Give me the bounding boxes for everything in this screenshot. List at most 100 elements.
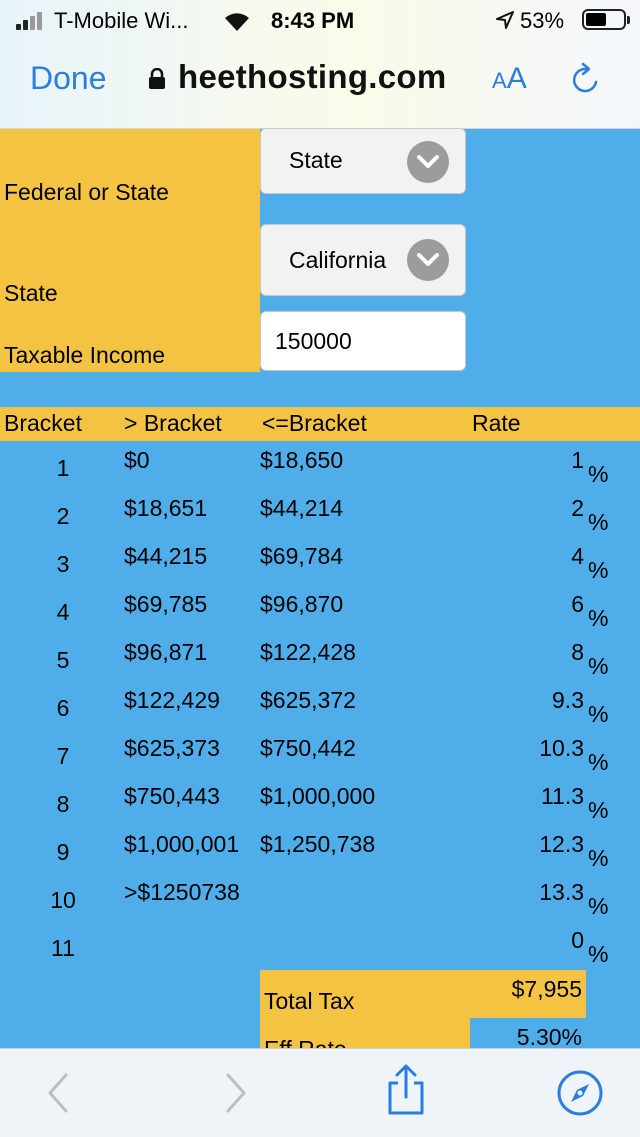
- cell-rate: 4: [571, 543, 584, 569]
- state-value: California: [289, 247, 387, 273]
- battery-icon: [582, 9, 626, 30]
- cell-lower: $96,871: [124, 639, 208, 665]
- status-bar: T-Mobile Wi... 8:43 PM 53%: [0, 0, 640, 40]
- cell-bracket: 2: [56, 503, 70, 529]
- col-bracket: Bracket: [4, 410, 82, 436]
- taxable-income-label: Taxable Income: [4, 342, 166, 368]
- cell-bracket: 4: [56, 599, 70, 625]
- carrier-name: T-Mobile Wi...: [54, 8, 189, 33]
- cell-upper: $1,000,000: [260, 783, 376, 809]
- eff-rate-cell: 5.30%: [470, 1018, 586, 1048]
- cell-lower: $18,651: [124, 495, 208, 521]
- table-row: 1 $0 $18,650 1%: [0, 441, 640, 489]
- eff-rate-value: 5.30%: [516, 1024, 582, 1048]
- cell-lower: $122,429: [124, 687, 220, 713]
- table-row: 5 $96,871 $122,428 8%: [0, 633, 640, 681]
- percent-sign: %: [588, 557, 609, 583]
- done-button[interactable]: Done: [30, 60, 107, 96]
- cell-upper: $625,372: [260, 687, 356, 713]
- address-bar-url[interactable]: heethosting.com: [178, 58, 447, 95]
- chevron-down-icon: [407, 239, 449, 281]
- cell-rate: 12.3: [539, 831, 584, 857]
- table-row: 11 0%: [0, 921, 640, 969]
- cell-lower: $625,373: [124, 735, 220, 761]
- labels-column: Federal or State State Taxable Income: [0, 129, 260, 372]
- cell-upper: $18,650: [260, 447, 344, 473]
- text-size-small: A: [492, 68, 507, 93]
- table-row: 2 $18,651 $44,214 2%: [0, 489, 640, 537]
- cell-rate: 0: [571, 927, 584, 953]
- wifi-icon: [225, 13, 249, 31]
- text-size-button[interactable]: AA: [492, 62, 527, 96]
- percent-sign: %: [588, 941, 609, 967]
- cell-bracket: 9: [56, 839, 70, 865]
- bracket-table-header: Bracket > Bracket <=Bracket Rate: [0, 407, 640, 441]
- cell-upper: $44,214: [260, 495, 344, 521]
- cellular-signal-icon: [16, 10, 48, 30]
- compass-icon[interactable]: [556, 1069, 604, 1117]
- cell-lower: >$1250738: [124, 879, 240, 905]
- cell-lower: $69,785: [124, 591, 208, 617]
- cell-bracket: 1: [56, 455, 70, 481]
- cell-rate: 6: [571, 591, 584, 617]
- totals-box: Total Tax $7,955 Eff Rate 5.30%: [260, 970, 586, 1048]
- percent-sign: %: [588, 749, 609, 775]
- state-label: State: [4, 280, 58, 306]
- text-size-big: A: [506, 62, 527, 95]
- table-row: 9 $1,000,001 $1,250,738 12.3%: [0, 825, 640, 873]
- cell-lower: $1,000,001: [124, 831, 240, 857]
- back-arrow-icon[interactable]: [44, 1071, 72, 1115]
- percent-sign: %: [588, 893, 609, 919]
- share-icon[interactable]: [384, 1063, 428, 1117]
- table-row: 6 $122,429 $625,372 9.3%: [0, 681, 640, 729]
- cell-lower: $0: [124, 447, 150, 473]
- cell-bracket: 8: [56, 791, 70, 817]
- percent-sign: %: [588, 797, 609, 823]
- col-lower: > Bracket: [124, 410, 222, 436]
- cell-rate: 2: [571, 495, 584, 521]
- cell-upper: $69,784: [260, 543, 344, 569]
- table-row: 10 >$1250738 13.3%: [0, 873, 640, 921]
- cell-bracket: 5: [56, 647, 70, 673]
- cell-rate: 1: [571, 447, 584, 473]
- percent-sign: %: [588, 653, 609, 679]
- browser-toolbar: [0, 1048, 640, 1137]
- total-tax-value: $7,955: [511, 976, 582, 1002]
- taxable-income-input[interactable]: 150000: [260, 311, 466, 371]
- table-row: 8 $750,443 $1,000,000 11.3%: [0, 777, 640, 825]
- federal-or-state-select[interactable]: State: [260, 128, 466, 194]
- cell-rate: 11.3: [540, 783, 584, 809]
- cell-rate: 10.3: [539, 735, 584, 761]
- federal-or-state-label: Federal or State: [4, 179, 169, 205]
- cell-bracket: 11: [51, 935, 75, 961]
- percent-sign: %: [588, 509, 609, 535]
- state-select[interactable]: California: [260, 224, 466, 296]
- cell-bracket: 7: [56, 743, 70, 769]
- cell-upper: $122,428: [260, 639, 356, 665]
- browser-chrome: T-Mobile Wi... 8:43 PM 53% Done heethost…: [0, 0, 640, 129]
- forward-arrow-icon[interactable]: [222, 1071, 250, 1115]
- col-upper: <=Bracket: [262, 410, 367, 436]
- table-row: 4 $69,785 $96,870 6%: [0, 585, 640, 633]
- cell-rate: 13.3: [539, 879, 584, 905]
- cell-upper: $1,250,738: [260, 831, 376, 857]
- percent-sign: %: [588, 845, 609, 871]
- cell-rate: 9.3: [552, 687, 584, 713]
- reload-icon[interactable]: [570, 62, 602, 96]
- percent-sign: %: [588, 701, 609, 727]
- status-time: 8:43 PM: [271, 8, 355, 33]
- federal-or-state-value: State: [289, 147, 343, 173]
- chevron-down-icon: [407, 141, 449, 183]
- col-rate: Rate: [472, 410, 521, 436]
- location-arrow-icon: [496, 11, 514, 29]
- cell-lower: $750,443: [124, 783, 220, 809]
- battery-nub: [627, 16, 630, 24]
- table-row: 3 $44,215 $69,784 4%: [0, 537, 640, 585]
- lock-icon: [149, 68, 165, 89]
- percent-sign: %: [588, 461, 609, 487]
- cell-bracket: 6: [56, 695, 70, 721]
- eff-rate-label: Eff Rate: [264, 1036, 347, 1048]
- cell-upper: $96,870: [260, 591, 344, 617]
- table-row: 7 $625,373 $750,442 10.3%: [0, 729, 640, 777]
- cell-rate: 8: [571, 639, 584, 665]
